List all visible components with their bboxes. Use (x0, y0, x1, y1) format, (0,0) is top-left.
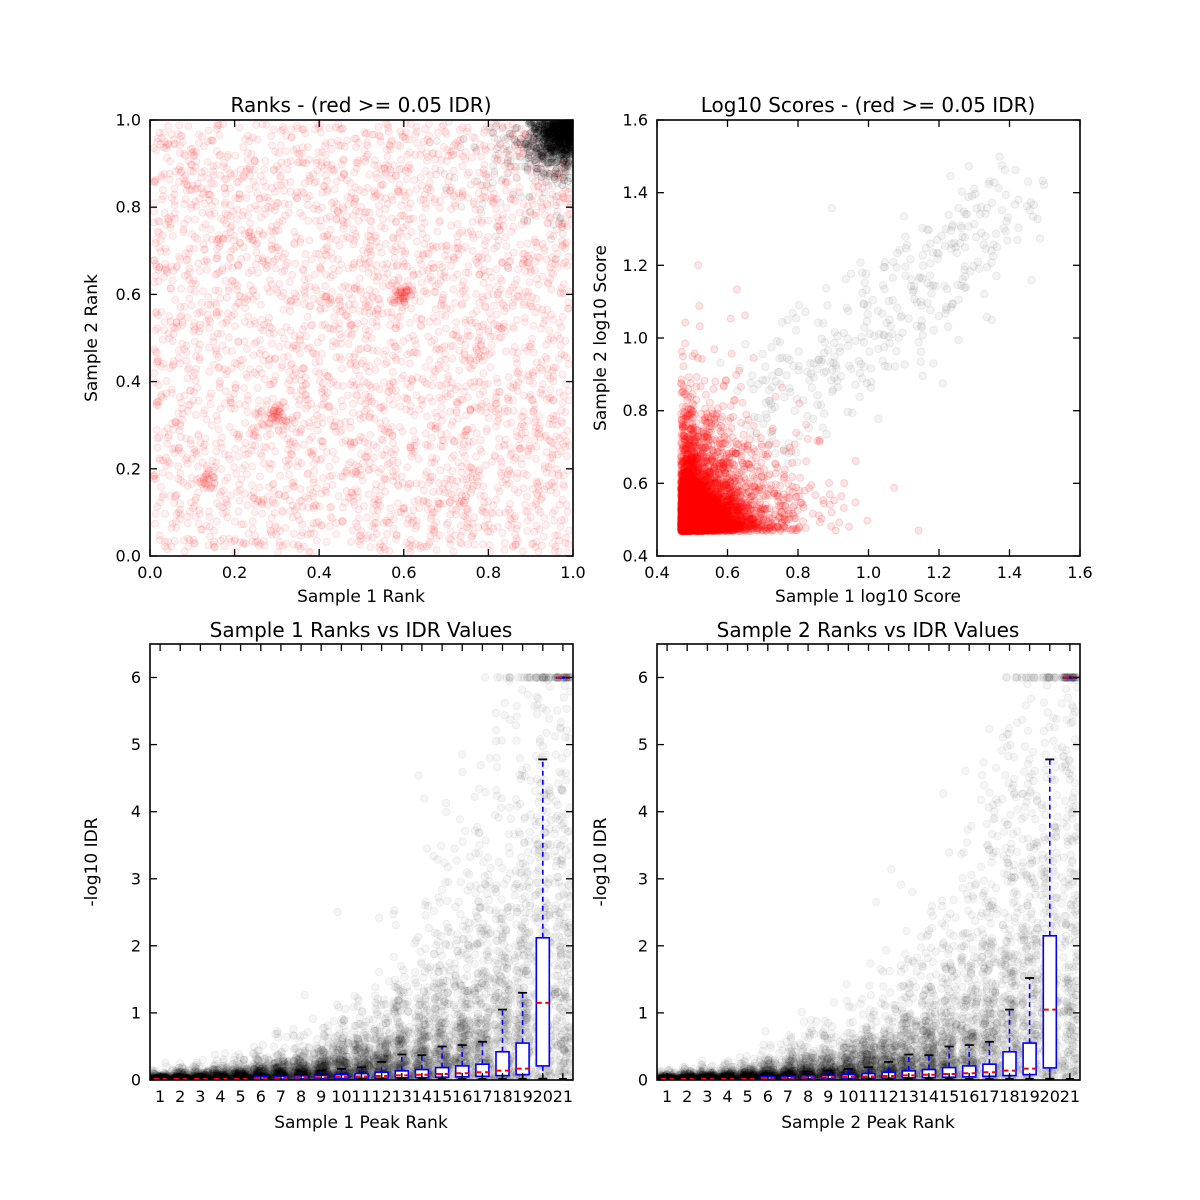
ranks-plot-xlabel: Sample 1 Rank (297, 587, 425, 607)
log10-scores-plot-ylabel: Sample 2 log10 Score (591, 245, 611, 431)
svg-text:0.4: 0.4 (116, 372, 141, 391)
svg-text:1.0: 1.0 (560, 563, 585, 582)
sample1-idr-plot-title: Sample 1 Ranks vs IDR Values (210, 618, 513, 642)
gray-high-score-cloud (717, 153, 1048, 468)
irreproducible-red-points (150, 120, 573, 556)
idr-scatter-background (148, 674, 575, 1084)
svg-text:0.8: 0.8 (116, 198, 141, 217)
svg-text:0.6: 0.6 (391, 563, 416, 582)
svg-text:0.8: 0.8 (476, 563, 501, 582)
sample2-idr-plot-title: Sample 2 Ranks vs IDR Values (717, 618, 1020, 642)
svg-text:0.2: 0.2 (116, 459, 141, 478)
log10-scores-plot-area: 0.4 0.6 0.8 1.0 1.2 1.4 1.60.40.60.81.01.21.41… (623, 111, 1093, 583)
idr-scatter-background (655, 674, 1082, 1084)
sample1-idr-plot-ylabel: -log10 IDR (82, 817, 102, 906)
svg-text:1.0: 1.0 (116, 111, 141, 130)
ranks-plot-title: Ranks - (red >= 0.05 IDR) (230, 93, 491, 117)
svg-text:0.0: 0.0 (137, 563, 162, 582)
svg-text:0.4: 0.4 (306, 563, 331, 582)
ranks-plot-ylabel: Sample 2 Rank (82, 274, 102, 402)
svg-text:0.0: 0.0 (116, 547, 141, 566)
sample1-idr-plot-xlabel: Sample 1 Peak Rank (274, 1113, 448, 1133)
svg-text:0.2: 0.2 (222, 563, 247, 582)
log10-scores-plot-xlabel: Sample 1 log10 Score (775, 587, 961, 607)
svg-text:0.6: 0.6 (116, 285, 141, 304)
sample2-idr-plot-xlabel: Sample 2 Peak Rank (781, 1113, 955, 1133)
ranks-plot-area: 0.0 0.2 0.4 0.6 0.8 1.0 0.0 0.2 0.4 0.6 0.8 1.0 (116, 111, 586, 583)
log10-scores-plot-title: Log10 Scores - (red >= 0.05 IDR) (701, 93, 1036, 117)
sample2-idr-plot-ylabel: -log10 IDR (591, 817, 611, 906)
